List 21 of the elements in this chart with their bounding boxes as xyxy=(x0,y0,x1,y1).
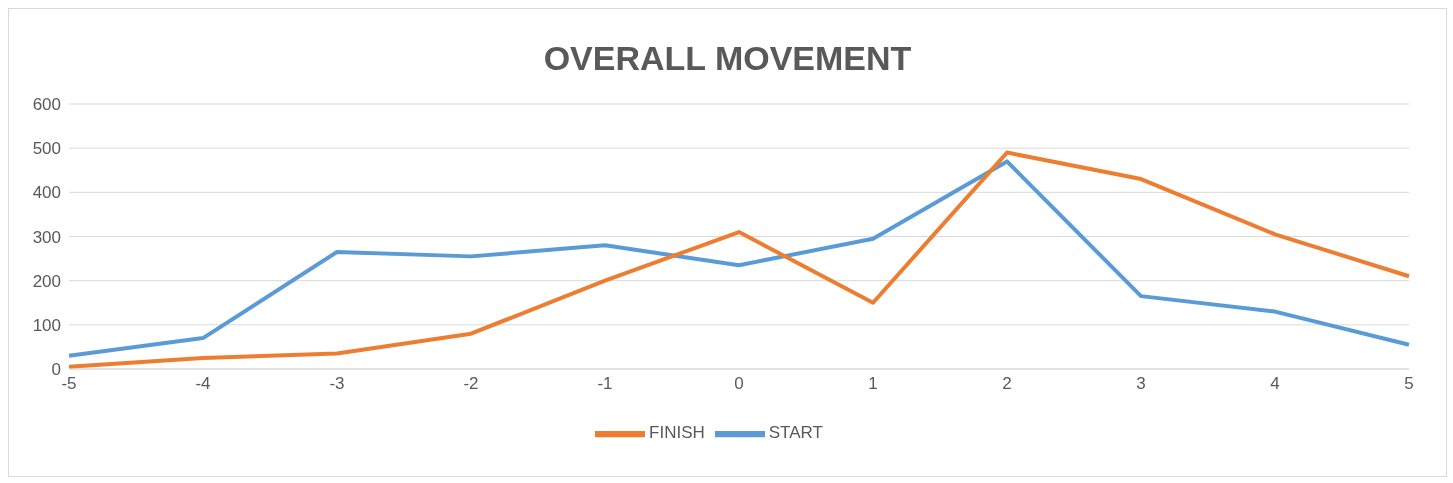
x-tick-label: -4 xyxy=(195,374,211,394)
x-tick-label: -3 xyxy=(329,374,345,394)
x-tick-label: -5 xyxy=(61,374,77,394)
x-tick-label: -1 xyxy=(597,374,613,394)
y-tick-label: 500 xyxy=(32,139,61,159)
x-tick-label: 0 xyxy=(734,374,744,394)
y-tick-label: 400 xyxy=(32,183,61,203)
x-tick-label: 5 xyxy=(1404,374,1414,394)
x-tick-label: 4 xyxy=(1270,374,1280,394)
y-tick-label: 0 xyxy=(51,360,61,380)
legend-label: FINISH xyxy=(649,423,705,443)
y-tick-label: 600 xyxy=(32,95,61,115)
chart-title: OVERALL MOVEMENT xyxy=(542,39,913,79)
legend-label: START xyxy=(768,423,823,443)
x-tick-label: 3 xyxy=(1136,374,1146,394)
y-tick-label: 100 xyxy=(32,315,61,335)
x-tick-label: 1 xyxy=(868,374,878,394)
x-tick-label: -2 xyxy=(463,374,479,394)
y-tick-label: 200 xyxy=(32,271,61,291)
y-tick-label: 300 xyxy=(32,227,61,247)
x-tick-label: 2 xyxy=(1002,374,1012,394)
